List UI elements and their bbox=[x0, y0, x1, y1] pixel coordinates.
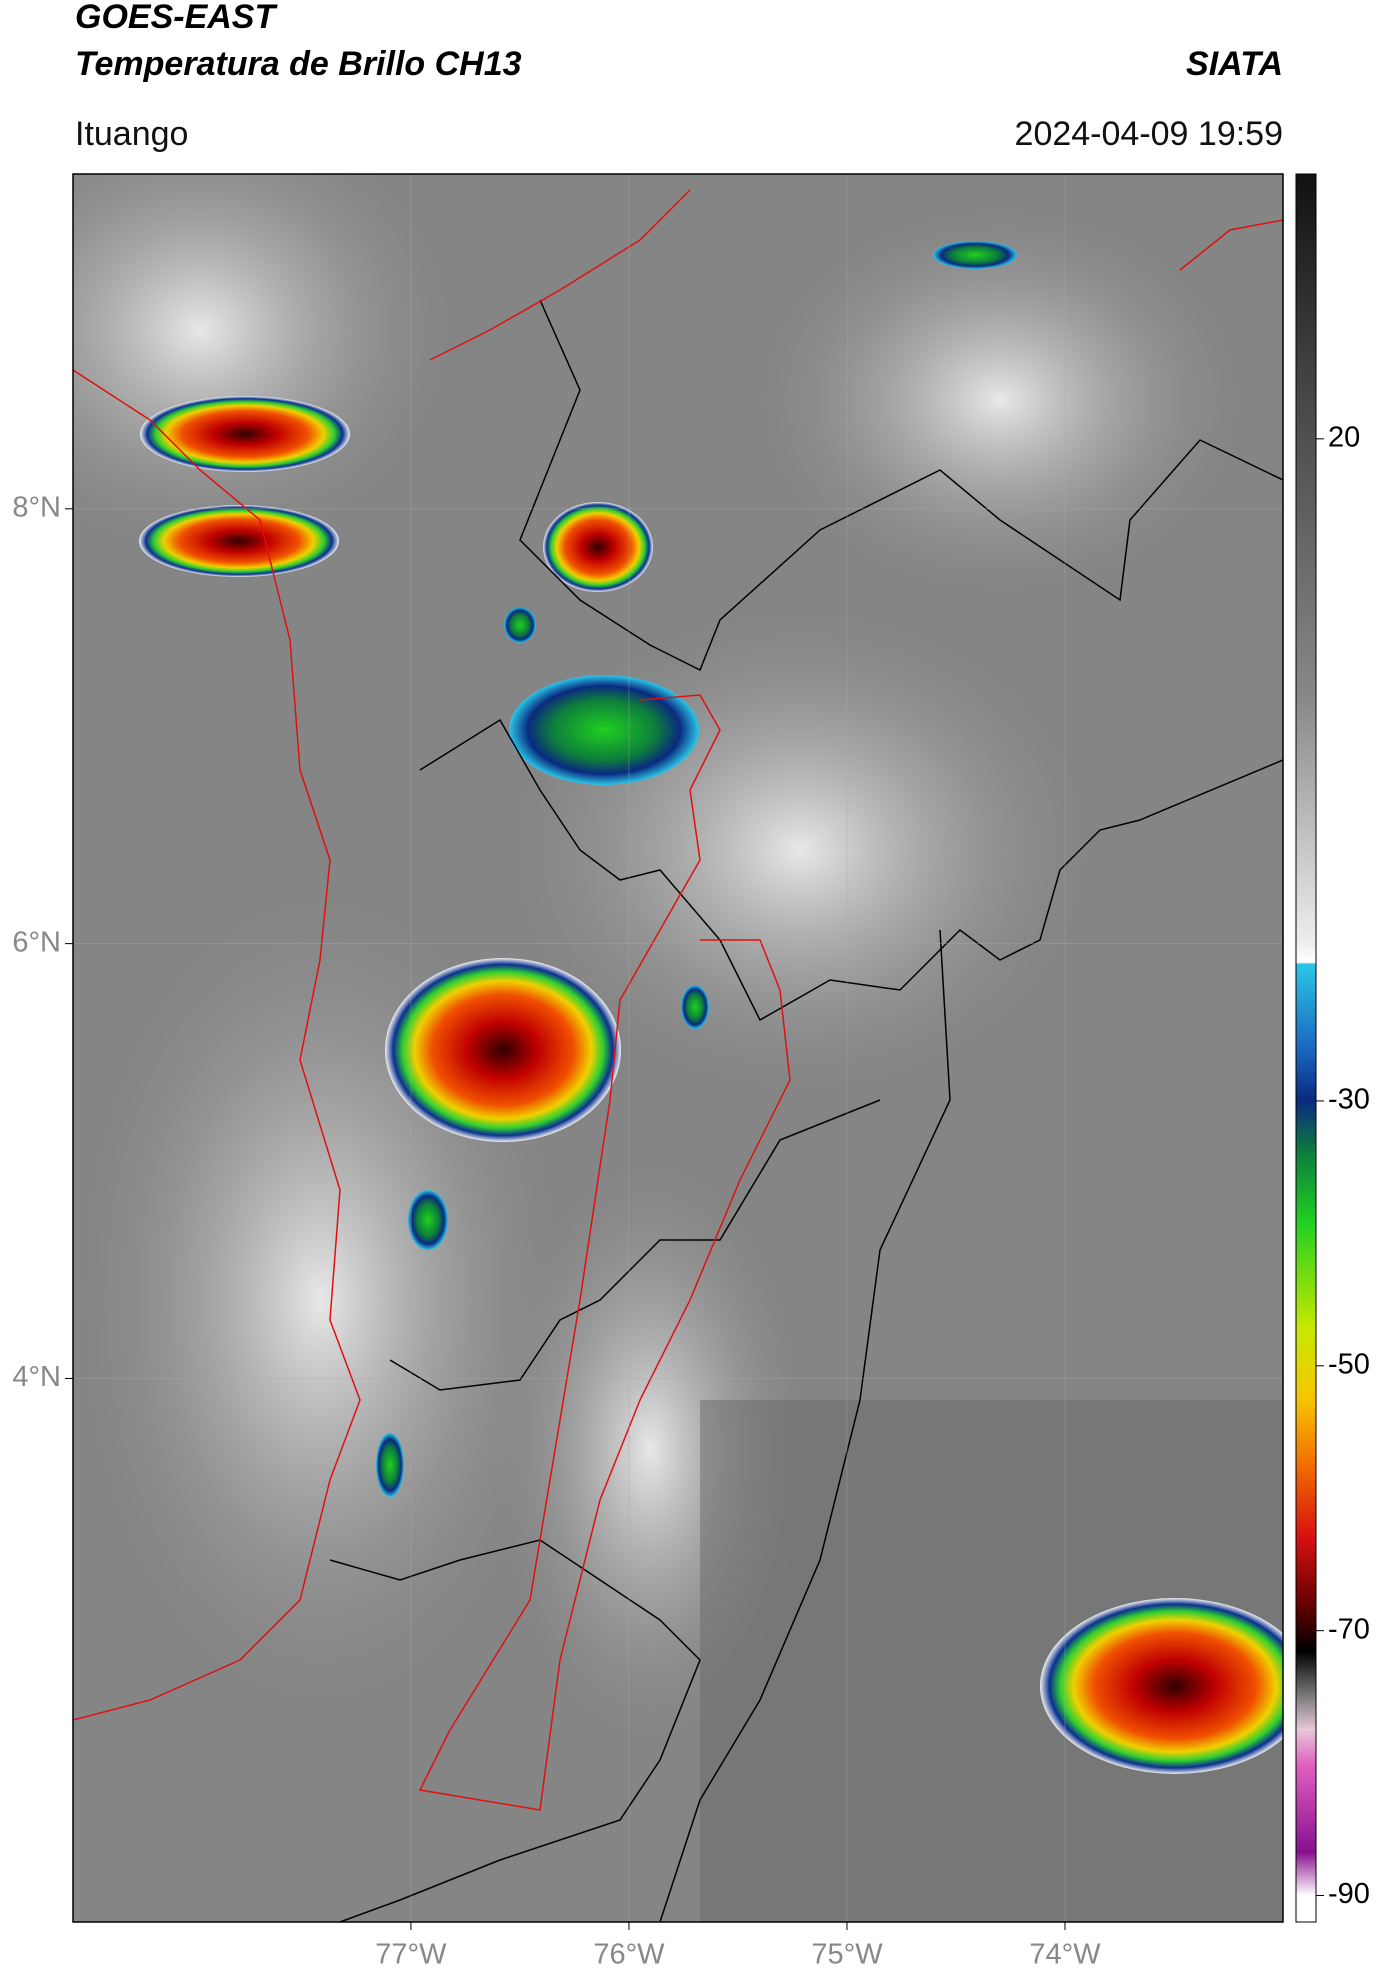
x-tick-label: 76°W bbox=[593, 1939, 665, 1971]
timestamp: 2024-04-09 19:59 bbox=[1015, 115, 1283, 153]
y-tick-label: 6°N bbox=[12, 926, 61, 958]
map-frame bbox=[72, 173, 1284, 1923]
x-tick-label: 74°W bbox=[1029, 1939, 1101, 1971]
colorbar-tick-label: 20 bbox=[1328, 422, 1360, 454]
graticule bbox=[73, 174, 1283, 1922]
colorbar-tick-label: -30 bbox=[1328, 1084, 1370, 1116]
x-tick-label: 75°W bbox=[811, 1939, 883, 1971]
region: Ituango bbox=[75, 115, 188, 153]
subtitle: Temperatura de Brillo CH13 bbox=[75, 45, 522, 83]
colorbar-tick-label: -70 bbox=[1328, 1613, 1370, 1645]
map-imagery bbox=[73, 174, 1283, 1922]
colorbar bbox=[1295, 173, 1317, 1923]
colorbar-tick-label: -90 bbox=[1328, 1878, 1370, 1910]
title: GOES-EAST bbox=[75, 0, 278, 36]
x-tick-label: 77°W bbox=[375, 1939, 447, 1971]
y-tick-label: 8°N bbox=[12, 491, 61, 523]
source: SIATA bbox=[1186, 45, 1283, 83]
colorbar-tick-label: -50 bbox=[1328, 1348, 1370, 1380]
y-tick-label: 4°N bbox=[12, 1361, 61, 1393]
